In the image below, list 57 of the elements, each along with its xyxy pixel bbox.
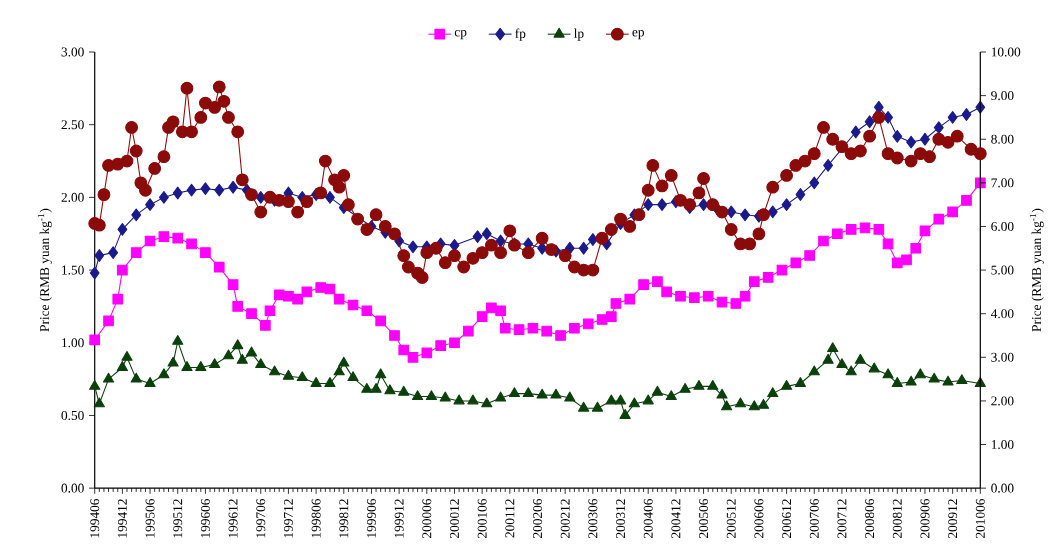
legend-label: ep (632, 30, 644, 40)
x-tick-label: 200406 (643, 499, 653, 539)
x-tick-label: 200306 (588, 499, 598, 539)
x-tick-label: 200512 (726, 499, 736, 539)
y-tick-label: 0.00 (61, 483, 84, 493)
x-tick-label: 200012 (449, 499, 459, 539)
x-tick-label: 199612 (228, 499, 238, 538)
y-tick-label: 2.50 (61, 120, 84, 130)
x-tick-label: 200206 (533, 499, 542, 539)
x-tick-label: 200112 (505, 499, 515, 538)
y-tick-label: 1.50 (62, 265, 84, 275)
y-tick-label: 3.00 (61, 47, 84, 57)
legend-label: cp (454, 30, 467, 40)
x-tick-label: 201006 (975, 499, 985, 539)
y2-tick-label: 10.00 (991, 47, 1021, 57)
y2-tick-label: 8.00 (991, 134, 1014, 144)
y-tick-label: 1.00 (62, 338, 84, 348)
y2-tick-label: 6.00 (991, 222, 1014, 232)
x-tick-label: 199912 (394, 499, 404, 538)
y2-tick-label: 2.00 (991, 396, 1014, 406)
x-tick-label: 199806 (311, 499, 321, 538)
x-tick-label: 200006 (422, 499, 432, 539)
x-tick-label: 200712 (837, 499, 847, 539)
x-tick-label: 199712 (283, 499, 293, 538)
y2-tick-label: 1.00 (991, 440, 1014, 450)
y-tick-label: 2.00 (61, 192, 84, 202)
x-tick-label: 200612 (782, 499, 792, 539)
y-axis-title: Price (RMB yuan kg$^{-1}$) (37, 208, 52, 332)
x-tick-label: 199812 (339, 499, 349, 538)
y2-tick-label: 5.00 (991, 265, 1014, 275)
x-tick-label: 200212 (560, 499, 570, 539)
x-tick-label: 200706 (809, 499, 819, 539)
x-tick-label: 200806 (865, 499, 875, 539)
x-tick-label: 200506 (699, 499, 709, 539)
y2-tick-label: 4.00 (990, 309, 1014, 319)
legend-label: lp (573, 28, 584, 41)
y2-tick-label: 3.00 (991, 352, 1014, 362)
x-tick-label: 200912 (948, 499, 958, 539)
y2-tick-label: 9.00 (991, 91, 1014, 101)
x-tick-label: 199506 (145, 499, 155, 538)
x-tick-label: 200812 (892, 499, 902, 539)
x-tick-label: 200312 (616, 499, 626, 539)
x-tick-label: 200106 (477, 499, 487, 539)
x-tick-label: 199406 (90, 499, 100, 538)
x-tick-label: 200906 (920, 499, 930, 539)
y2-tick-label: 7.00 (991, 178, 1014, 188)
x-tick-label: 199706 (256, 499, 266, 538)
y-tick-label: 0.50 (61, 411, 84, 421)
x-tick-label: 200606 (754, 499, 764, 539)
y2-axis-title: Price (RMB yuan kg$^{-1}$) (1029, 208, 1044, 332)
y2-tick-label: 0.00 (991, 483, 1014, 493)
x-tick-label: 200412 (671, 499, 681, 539)
x-tick-label: 199606 (200, 499, 210, 538)
legend-label: fp (515, 28, 526, 41)
x-tick-label: 199906 (366, 499, 376, 538)
x-tick-label: 199512 (173, 499, 183, 538)
x-tick-label: 199412 (117, 499, 127, 538)
